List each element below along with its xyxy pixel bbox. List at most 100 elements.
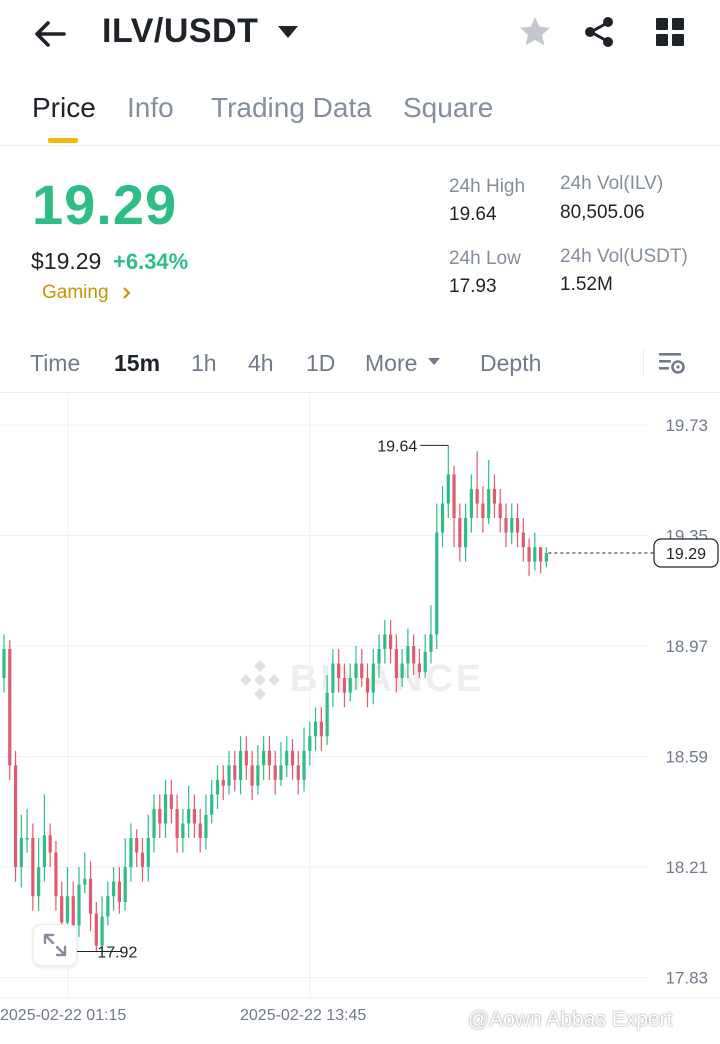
candle-body <box>365 678 370 693</box>
candle-body <box>2 648 6 679</box>
candle-body <box>371 663 375 693</box>
candle-body <box>406 646 410 664</box>
star-icon[interactable] <box>517 14 553 50</box>
candle-body <box>475 488 479 504</box>
candle-body <box>112 881 116 897</box>
stat-24h-high-label: 24h High <box>449 176 526 197</box>
tab-price[interactable]: Price <box>32 92 96 123</box>
tab-square[interactable]: Square <box>403 92 494 123</box>
stat-24h-vol-base-label: 24h Vol(ILV) <box>560 173 664 194</box>
chart-settings-icon[interactable] <box>656 348 688 378</box>
overlay-credit-text: @Aown Abbas Expert <box>467 1008 673 1031</box>
candle-body <box>313 721 318 737</box>
candle-body <box>42 835 46 868</box>
candle-body <box>429 634 433 652</box>
interval-1d[interactable]: 1D <box>306 350 336 376</box>
pair-title[interactable]: ILV/USDT <box>102 12 259 50</box>
interval-more[interactable]: More <box>365 350 418 376</box>
sparkle-icon <box>440 1009 460 1029</box>
chevron-right-icon <box>123 287 131 299</box>
candle-body <box>238 750 243 780</box>
candle-body <box>417 663 422 673</box>
binance-watermark: BINANCE <box>290 658 485 700</box>
candle-body <box>308 736 312 751</box>
back-arrow-icon[interactable] <box>30 14 70 54</box>
sector-label: Gaming <box>42 282 109 303</box>
candle-body <box>273 765 277 780</box>
candle-body <box>348 678 352 693</box>
candle-body <box>458 518 462 548</box>
candle-body <box>210 794 214 815</box>
tab-info[interactable]: Info <box>127 92 174 123</box>
candle-body <box>140 852 145 868</box>
y-tick-label: 18.21 <box>665 858 708 877</box>
candle-body <box>204 814 208 839</box>
candle-body <box>192 808 197 824</box>
candle-body <box>342 678 347 693</box>
candle-body <box>77 884 81 926</box>
candle-body <box>498 503 502 519</box>
interval-15m[interactable]: 15m <box>114 350 161 376</box>
candle-body <box>539 547 543 562</box>
candle-body <box>94 913 98 946</box>
candle-body <box>487 488 491 519</box>
candle-body <box>233 765 237 780</box>
chart-top-divider <box>0 392 720 393</box>
candle-body <box>302 750 306 780</box>
candle-body <box>521 532 525 548</box>
share-icon[interactable] <box>581 14 617 50</box>
candle-body <box>31 838 35 897</box>
candle-body <box>227 765 231 786</box>
candle-body <box>54 852 58 897</box>
candle-body <box>19 838 23 868</box>
sector-link[interactable]: Gaming <box>42 282 132 304</box>
candle-body <box>169 794 173 809</box>
candle-body <box>135 838 139 853</box>
candle-body <box>285 750 289 766</box>
last-price: 19.29 <box>32 173 178 236</box>
more-caret-icon <box>428 358 440 365</box>
interval-1h[interactable]: 1h <box>191 350 217 376</box>
expand-chart-icon[interactable] <box>33 924 77 966</box>
candle-body <box>83 878 87 885</box>
grid-menu-icon[interactable] <box>652 14 688 50</box>
candle-body <box>296 765 300 780</box>
candlestick-chart[interactable]: 19.7319.3518.9718.5918.2117.832025-02-22… <box>0 393 720 1033</box>
interval-4h[interactable]: 4h <box>248 350 274 376</box>
overlay-credit-watermark: @Aown Abbas Expert <box>438 1008 672 1032</box>
candle-body <box>481 503 485 519</box>
price-change-percent: +6.34% <box>113 249 189 274</box>
active-tab-indicator <box>48 138 78 143</box>
candle-body <box>446 474 450 504</box>
depth-tab[interactable]: Depth <box>480 350 542 376</box>
candle-body <box>48 835 52 853</box>
candle-body <box>256 765 260 786</box>
candle-body <box>158 808 162 824</box>
stat-24h-low-value: 17.93 <box>449 276 497 297</box>
candle-body <box>469 488 473 519</box>
candle-body <box>325 692 329 737</box>
low-marker-label: 17.92 <box>97 944 137 961</box>
candle-body <box>129 838 133 868</box>
tabs-divider <box>0 145 720 146</box>
candle-body <box>533 547 537 562</box>
candle-body <box>175 808 179 839</box>
candle-body <box>279 765 283 780</box>
tab-trading-data[interactable]: Trading Data <box>211 92 372 123</box>
pair-dropdown-caret-icon[interactable] <box>278 26 298 38</box>
interval-time[interactable]: Time <box>30 350 81 376</box>
x-tick-label: 2025-02-22 01:15 <box>0 1007 126 1024</box>
candle-body <box>100 916 104 946</box>
candle-body <box>331 663 335 693</box>
candle-body <box>221 779 225 786</box>
stat-24h-vol-quote-value: 1.52M <box>560 274 613 295</box>
candle-body <box>544 552 548 562</box>
candle-body <box>146 838 150 868</box>
candle-body <box>262 750 266 766</box>
candle-body <box>106 896 110 917</box>
stat-24h-low-label: 24h Low <box>449 248 521 269</box>
candle-body <box>244 750 248 766</box>
candle-body <box>360 663 364 679</box>
usd-price: $19.29 <box>31 248 102 274</box>
candle-body <box>71 896 75 926</box>
